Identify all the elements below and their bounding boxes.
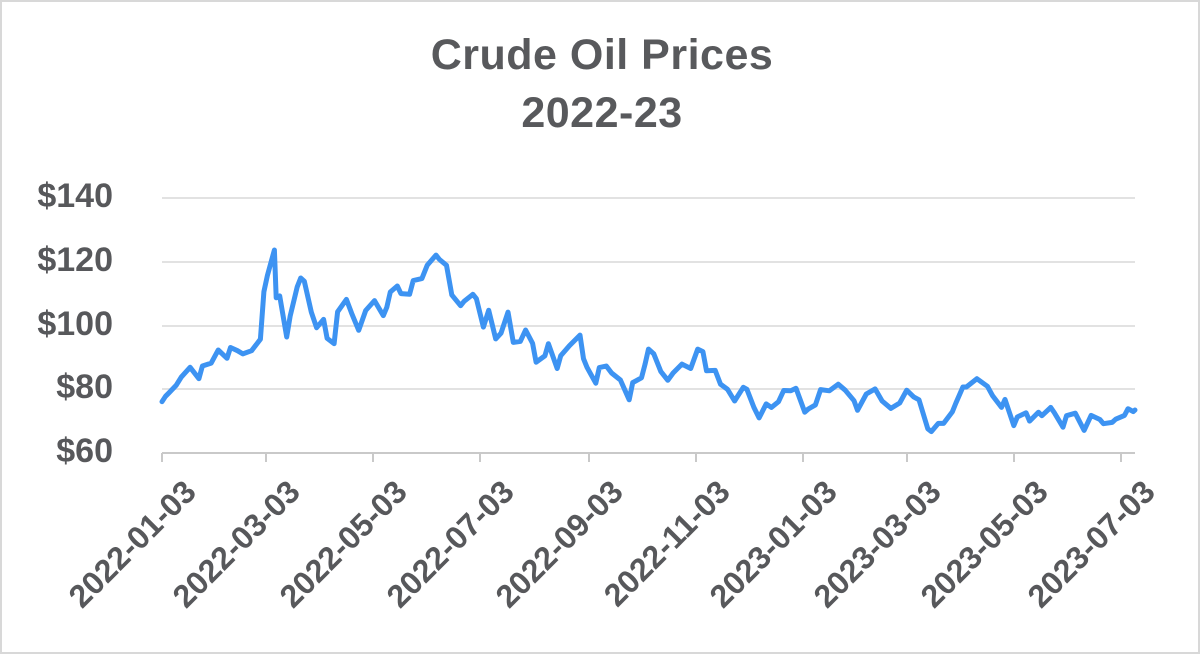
y-axis-label: $120 [37,241,113,279]
chart-subtitle: 2022-23 [521,89,683,137]
y-axis-label: $100 [37,305,113,343]
y-axis-label: $80 [56,368,113,406]
x-tick-marks [161,453,1122,462]
y-axis-label: $140 [37,177,113,215]
gridlines [162,197,1135,454]
chart-title: Crude Oil Prices [430,31,774,79]
y-axis-label: $60 [56,432,113,470]
price-line [159,247,1138,435]
